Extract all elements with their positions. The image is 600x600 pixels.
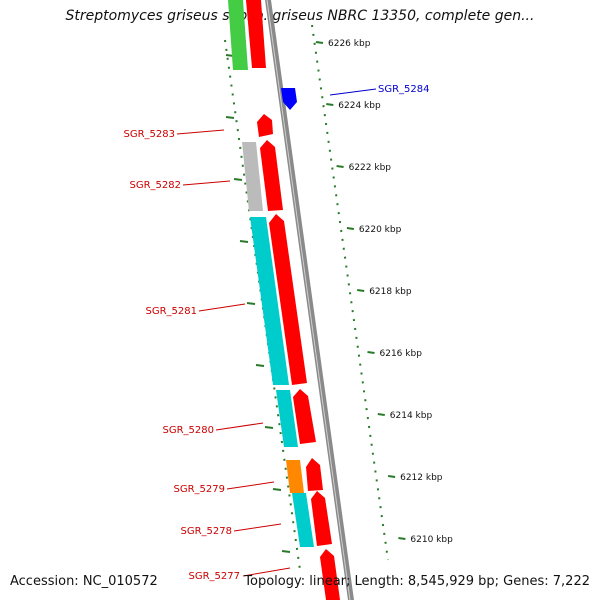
scale-tick [357,289,365,292]
gene-sgr-5280[interactable] [293,389,316,444]
gene-label-sgr-5280[interactable]: SGR_5280 [163,425,215,436]
gene-label-sgr-5283[interactable]: SGR_5283 [124,129,176,140]
gene-cyan-block-2[interactable] [276,390,298,447]
scale-tick [346,227,355,230]
leader-lines [176,88,377,577]
scale-tick-label: 6214 kbp [390,411,433,421]
backbone-highlight [266,0,351,600]
scale-tick-label: 6216 kbp [380,349,423,359]
gene-red-top[interactable] [246,0,266,68]
scale-tick-label: 6212 kbp [400,473,443,483]
accession-text: Accession: NC_010572 [10,574,158,589]
genome-backbone [265,0,354,600]
scale-tick-label: 6226 kbp [328,39,371,49]
scale-tick [315,41,324,44]
scale-tick-label: 6222 kbp [349,163,392,173]
gene-cyan-block-3[interactable] [292,493,314,547]
topology-text: Topology: linear; Length: 8,545,929 bp; … [244,574,590,589]
scale-tick [387,475,396,478]
gene-sgr-5283[interactable] [257,114,273,137]
gene-sgr-5278[interactable] [311,491,332,546]
scale-tick [367,351,375,354]
tick-group: 6226 kbp 6224 kbp 6222 kbp 6220 kbp 6218 kbp… [315,39,453,545]
gene-sgr-5277[interactable] [320,549,340,600]
gene-label-sgr-5278[interactable]: SGR_5278 [181,526,233,537]
gene-sgr-5282[interactable] [260,140,283,211]
scale-tick [377,413,385,416]
scale-tick-label: 6224 kbp [338,101,381,111]
gene-gray-block[interactable] [242,142,263,211]
gene-orange-block[interactable] [286,460,304,493]
gene-label-sgr-5277[interactable]: SGR_5277 [189,571,241,582]
scale-tick-label: 6220 kbp [359,225,402,235]
scale-tick [336,165,344,168]
scale-line-right [311,24,389,561]
gene-label-sgr-5279[interactable]: SGR_5279 [174,484,226,495]
map-title: Streptomyces griseus subsp. griseus NBRC… [65,8,535,24]
gene-label-sgr-5284[interactable]: SGR_5284 [378,84,430,95]
scale-tick-label: 6210 kbp [410,535,453,545]
gene-sgr-5281[interactable] [269,214,307,385]
gene-label-sgr-5282[interactable]: SGR_5282 [130,180,182,191]
scale-tick [326,103,334,106]
left-scale-marks [225,54,291,553]
gene-sgr-5284[interactable] [281,88,297,110]
scale-tick-label: 6218 kbp [369,287,412,297]
gene-green-block[interactable] [228,0,248,70]
scale-tick [398,537,406,540]
gene-cyan-block-1[interactable] [250,217,289,385]
gene-sgr-5279[interactable] [306,458,323,491]
gene-label-sgr-5281[interactable]: SGR_5281 [146,306,198,317]
